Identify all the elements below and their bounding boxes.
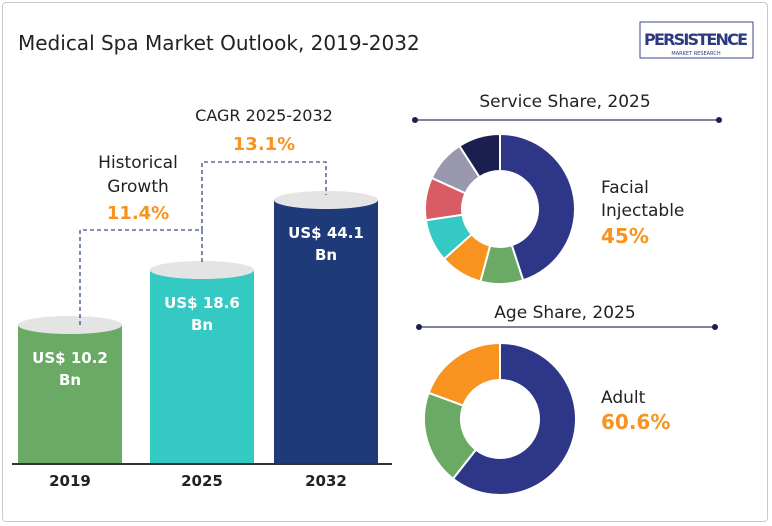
bar-cap: [274, 191, 378, 209]
service-share-title: Service Share, 2025: [479, 92, 650, 112]
donut-slice: [499, 132, 576, 282]
cagr-value: 13.1%: [233, 134, 295, 155]
bar-2032: US$ 44.1 Bn 2032: [274, 191, 378, 490]
service-highlight-label-1: Facial: [601, 178, 649, 198]
cagr-connector: [201, 161, 327, 230]
bar-2025: US$ 18.6 Bn 2025: [150, 261, 254, 490]
x-tick-label: 2032: [305, 472, 347, 490]
x-tick-label: 2019: [49, 472, 91, 490]
service-highlight-value: 45%: [601, 224, 649, 248]
bar-value-unit: Bn: [191, 316, 213, 334]
bar-value-label: US$ 10.2: [32, 349, 108, 367]
bar-2019: US$ 10.2 Bn 2019: [18, 316, 122, 490]
chart-title: Medical Spa Market Outlook, 2019-2032: [18, 31, 420, 55]
growth-annotations: Historical Growth 11.4% CAGR 2025-2032 1…: [79, 106, 333, 325]
bar-chart: US$ 10.2 Bn 2019 US$ 18.6 Bn 2025 US$ 44.1 Bn 20…: [18, 191, 378, 490]
historical-connector: [79, 229, 203, 325]
historical-label-2: Growth: [107, 177, 169, 197]
logo-name: PERSISTENCE: [644, 30, 748, 49]
logo: PERSISTENCE MARKET RESEARCH: [639, 21, 754, 59]
bar-value-unit: Bn: [59, 371, 81, 389]
historical-value: 11.4%: [107, 203, 169, 224]
bar-cap: [150, 261, 254, 279]
logo-tagline: MARKET RESEARCH: [671, 51, 720, 57]
bar-value-label: US$ 44.1: [288, 224, 364, 242]
age-share-title: Age Share, 2025: [494, 303, 635, 323]
age-highlight-value: 60.6%: [601, 410, 670, 434]
bar-body: [274, 200, 378, 464]
donut-slice: [458, 132, 501, 179]
bar-cap: [18, 316, 122, 334]
age-divider: [416, 324, 718, 330]
historical-label-1: Historical: [98, 153, 178, 173]
bar-value-unit: Bn: [315, 246, 337, 264]
x-tick-label: 2025: [181, 472, 223, 490]
service-highlight-label-2: Injectable: [601, 201, 684, 221]
bar-value-label: US$ 18.6: [164, 294, 240, 312]
donut-slice: [427, 341, 501, 407]
bar-body: [150, 270, 254, 464]
bar-body: [18, 325, 122, 464]
age-donut: [423, 341, 577, 496]
service-divider: [412, 117, 722, 123]
donut-slice: [451, 341, 577, 496]
service-donut: [424, 132, 576, 285]
cagr-label: CAGR 2025-2032: [195, 106, 333, 125]
age-highlight-label: Adult: [601, 388, 646, 408]
